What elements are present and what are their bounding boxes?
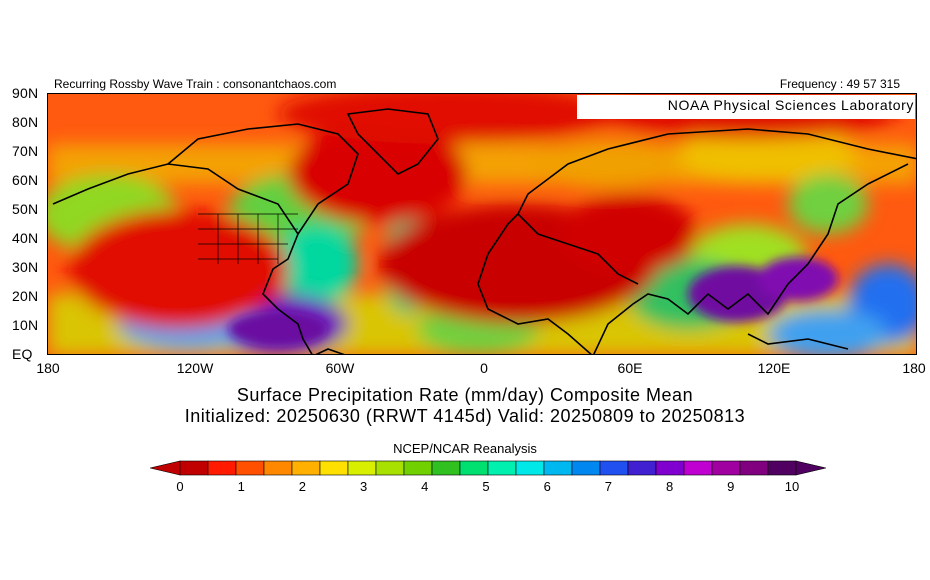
lon-label-60e: 60E	[617, 360, 643, 376]
lat-label-50n: 50N	[12, 201, 39, 217]
colorbar-cell	[459, 460, 489, 476]
colorbar-cell	[571, 460, 601, 476]
lat-label-70n: 70N	[12, 143, 39, 159]
map-title: Surface Precipitation Rate (mm/day) Comp…	[236, 385, 694, 405]
colorbar-cell	[767, 460, 797, 476]
lat-label-20n: 20N	[12, 288, 39, 304]
lon-label-120e: 120E	[757, 360, 791, 376]
colorbar-label: 3	[359, 479, 368, 494]
colorbar-label: 8	[665, 479, 674, 494]
colorbar-cell	[179, 460, 209, 476]
colorbar-cell	[711, 460, 741, 476]
colorbar-cell	[655, 460, 685, 476]
map-canvas	[48, 94, 916, 354]
map-subtitle: Initialized: 20250630 (RRWT 4145d) Valid…	[184, 406, 746, 426]
colorbar-cell	[207, 460, 237, 476]
lat-label-30n: 30N	[12, 259, 39, 275]
header-right: Frequency : 49 57 315	[779, 77, 900, 91]
colorbar-cell	[487, 460, 517, 476]
header-left: Recurring Rossby Wave Train : consonantc…	[54, 77, 337, 91]
colorbar-cell	[319, 460, 349, 476]
lab-credit: NOAA Physical Sciences Laboratory	[667, 97, 914, 113]
colorbar-cell	[347, 460, 377, 476]
lon-label-180e: 180	[902, 360, 926, 376]
lat-label-40n: 40N	[12, 230, 39, 246]
colorbar-label: 6	[543, 479, 551, 494]
colorbar	[149, 460, 827, 476]
data-source: NCEP/NCAR Reanalysis	[393, 441, 537, 456]
state-borders	[198, 213, 298, 264]
precipitation-map	[47, 93, 917, 355]
colorbar-cells	[149, 460, 827, 476]
colorbar-cell	[543, 460, 573, 476]
colorbar-label: 0	[176, 479, 184, 494]
lat-label-60n: 60N	[12, 172, 39, 188]
colorbar-cell	[375, 460, 405, 476]
colorbar-label: 1	[237, 479, 245, 494]
lon-label-180w: 180	[36, 360, 60, 376]
colorbar-cell	[739, 460, 769, 476]
colorbar-arrow-high	[795, 460, 827, 476]
colorbar-cell	[627, 460, 657, 476]
colorbar-cell	[291, 460, 321, 476]
colorbar-arrow-low	[149, 460, 181, 476]
lon-label-60w: 60W	[325, 360, 355, 376]
lon-label-120w: 120W	[176, 360, 214, 376]
colorbar-label: 7	[604, 479, 613, 494]
lat-label-10n: 10N	[12, 317, 39, 333]
colorbar-cell	[599, 460, 629, 476]
colorbar-label: 5	[482, 479, 490, 494]
lon-label-0: 0	[480, 360, 488, 376]
lat-label-80n: 80N	[12, 114, 39, 130]
colorbar-label: 9	[727, 479, 735, 494]
colorbar-cell	[683, 460, 713, 476]
colorbar-label: 10	[784, 479, 800, 494]
lab-box	[577, 95, 915, 119]
coastlines	[52, 108, 916, 354]
colorbar-label: 2	[298, 479, 307, 494]
colorbar-cell	[431, 460, 461, 476]
colorbar-cell	[235, 460, 265, 476]
lat-label-90n: 90N	[12, 85, 39, 101]
colorbar-cell	[263, 460, 293, 476]
lat-label-eq: EQ	[12, 346, 33, 362]
colorbar-label: 4	[421, 479, 429, 494]
colorbar-cell	[515, 460, 545, 476]
colorbar-cell	[403, 460, 433, 476]
